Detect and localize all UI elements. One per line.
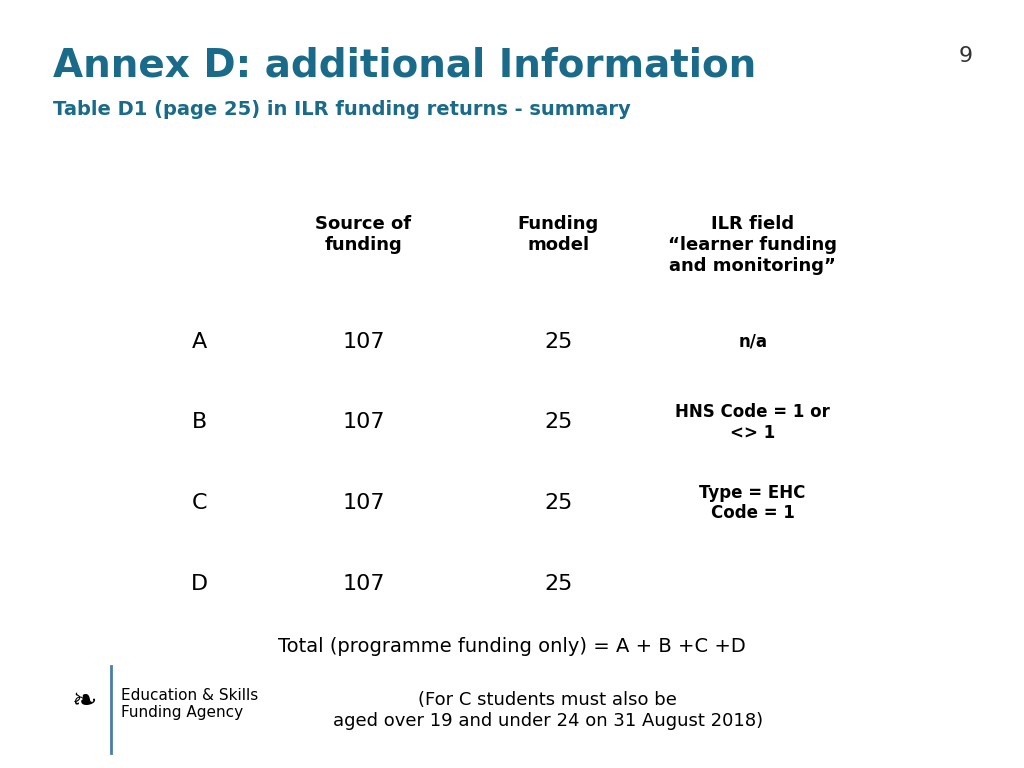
Text: 107: 107 bbox=[342, 332, 385, 352]
Text: 25: 25 bbox=[544, 493, 572, 513]
Text: 25: 25 bbox=[544, 332, 572, 352]
Text: ILR field
“learner funding
and monitoring”: ILR field “learner funding and monitorin… bbox=[668, 215, 838, 275]
Text: 107: 107 bbox=[342, 574, 385, 594]
Text: Funding
model: Funding model bbox=[517, 215, 599, 254]
Text: (For C students must also be
aged over 19 and under 24 on 31 August 2018): (For C students must also be aged over 1… bbox=[333, 691, 763, 730]
Text: 107: 107 bbox=[342, 493, 385, 513]
Text: B: B bbox=[193, 412, 207, 432]
Text: Source of
funding: Source of funding bbox=[315, 215, 412, 254]
Text: Annex D: additional Information: Annex D: additional Information bbox=[53, 46, 757, 84]
Text: 25: 25 bbox=[544, 412, 572, 432]
Text: A: A bbox=[193, 332, 207, 352]
Text: D: D bbox=[191, 574, 208, 594]
Text: 25: 25 bbox=[544, 574, 572, 594]
Text: n/a: n/a bbox=[738, 333, 767, 351]
Text: Education & Skills
Funding Agency: Education & Skills Funding Agency bbox=[121, 688, 258, 720]
Text: HNS Code = 1 or
<> 1: HNS Code = 1 or <> 1 bbox=[675, 403, 830, 442]
Text: 107: 107 bbox=[342, 412, 385, 432]
Text: ❧: ❧ bbox=[72, 687, 96, 717]
Text: Total (programme funding only) = A + B +C +D: Total (programme funding only) = A + B +… bbox=[279, 637, 745, 656]
Text: Type = EHC
Code = 1: Type = EHC Code = 1 bbox=[699, 484, 806, 522]
Text: 9: 9 bbox=[958, 46, 973, 66]
Text: C: C bbox=[191, 493, 208, 513]
Text: Table D1 (page 25) in ILR funding returns - summary: Table D1 (page 25) in ILR funding return… bbox=[53, 100, 631, 119]
